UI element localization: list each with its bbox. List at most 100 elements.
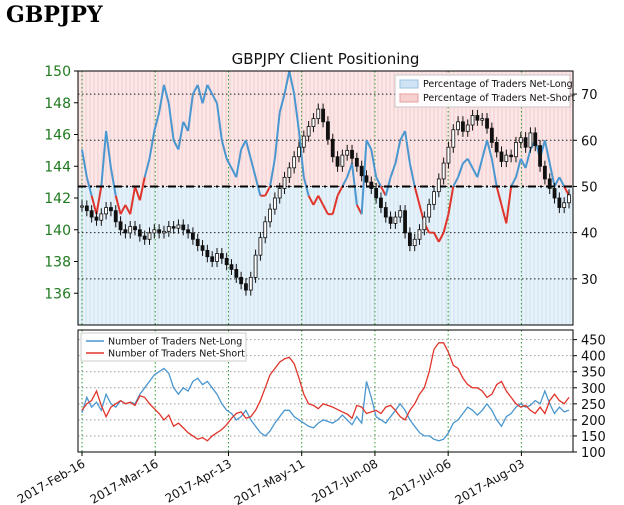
- price-tick-label: 146: [44, 128, 71, 144]
- candle-body: [244, 283, 248, 291]
- positioning-segment: [408, 163, 416, 187]
- candle-body: [301, 135, 306, 148]
- candle-body: [379, 197, 383, 208]
- positioning-segment: [413, 186, 421, 206]
- candle-body: [350, 149, 354, 159]
- candle-body: [272, 197, 277, 210]
- positioning-segment: [433, 232, 440, 243]
- candle-body: [557, 197, 562, 208]
- candle-body: [417, 229, 422, 240]
- positioning-legend: Percentage of Traders Net-Long Percentage…: [394, 74, 575, 108]
- positioning-segment: [312, 195, 320, 206]
- positioning-segment: [114, 195, 122, 215]
- candle-body: [123, 229, 128, 234]
- candle-body: [518, 137, 523, 143]
- positioning-segment: [143, 158, 151, 178]
- date-tick-label: 2017-Feb-16: [15, 456, 88, 505]
- count-tick-label: 450: [581, 334, 606, 349]
- positioning-segment: [138, 177, 146, 201]
- candle-body: [118, 221, 123, 231]
- candle-body: [562, 202, 567, 208]
- positioning-segment: [370, 149, 378, 178]
- count-tick-label: 350: [581, 366, 606, 381]
- price-tick-label: 142: [44, 191, 71, 207]
- positioning-segment: [283, 70, 291, 95]
- candle-body: [224, 257, 229, 266]
- candle-body: [191, 232, 195, 240]
- price-tick-label: 140: [44, 223, 71, 239]
- candle-body: [147, 232, 152, 240]
- date-tick-label: 2017-Jul-06: [386, 456, 453, 503]
- candle-body: [340, 154, 345, 167]
- candle-body: [166, 226, 171, 232]
- candle-body: [253, 254, 258, 278]
- candle-body: [200, 245, 205, 251]
- candle-body: [113, 210, 118, 223]
- positioning-segment: [148, 130, 156, 159]
- date-tick-label: 2017-Aug-03: [453, 456, 527, 505]
- candle-body: [210, 256, 215, 262]
- candle-body: [451, 129, 456, 148]
- candle-body: [485, 118, 489, 129]
- positioning-segment: [341, 176, 349, 187]
- positioning-segment: [167, 103, 175, 141]
- candle-body: [263, 221, 268, 239]
- candle-body: [383, 207, 388, 218]
- candle-body: [157, 229, 162, 234]
- candle-body: [542, 165, 547, 180]
- positioning-segment: [124, 204, 132, 215]
- date-tick-label: 2017-Apr-13: [163, 456, 234, 505]
- positioning-segment: [85, 176, 93, 196]
- positioning-segment: [322, 204, 329, 215]
- candle-body: [219, 253, 224, 259]
- count-tick-label: 150: [581, 430, 606, 445]
- date-tick-label: 2017-Jun-08: [309, 456, 380, 505]
- positioning-segment: [394, 140, 402, 164]
- candle-body: [137, 229, 142, 237]
- candle-body: [287, 167, 292, 178]
- legend-box: [80, 332, 247, 362]
- positioning-segment: [119, 204, 127, 215]
- candle-body: [407, 232, 412, 247]
- positioning-segment: [90, 195, 98, 215]
- positioning-segment: [269, 158, 276, 187]
- net-short-count-line: [81, 342, 570, 442]
- positioning-segment: [293, 93, 300, 132]
- positioning-segment: [505, 186, 513, 224]
- positioning-segment: [307, 195, 315, 206]
- positioning-segment: [490, 158, 498, 187]
- positioning-segment: [192, 84, 199, 95]
- positioning-segment: [220, 140, 228, 159]
- candle-body: [162, 230, 166, 234]
- positioning-segment: [404, 130, 411, 164]
- positioning-segment: [317, 195, 324, 206]
- count-tick-label: 300: [581, 382, 606, 397]
- candle-body: [104, 207, 109, 215]
- positioning-segment: [278, 93, 286, 113]
- candle-body: [326, 121, 330, 140]
- positioning-segment: [500, 204, 508, 224]
- percent-tick-label: 70: [581, 88, 598, 103]
- positioning-segment: [273, 112, 281, 159]
- legend-swatch-long: [399, 79, 419, 89]
- percent-tick-label: 60: [581, 134, 598, 149]
- positioning-segment: [105, 130, 112, 169]
- candle-body: [456, 121, 460, 131]
- positioning-segment: [288, 70, 296, 95]
- positioning-segment: [466, 158, 474, 169]
- price-tick-label: 150: [44, 64, 71, 80]
- candle-body: [533, 132, 538, 147]
- price-tick-label: 138: [44, 255, 71, 271]
- positioning-segment: [476, 158, 484, 178]
- candle-body: [480, 118, 485, 121]
- positioning-segment: [510, 176, 517, 187]
- candle-body: [374, 188, 379, 199]
- candle-body: [152, 229, 157, 234]
- positioning-segment: [486, 140, 493, 159]
- positioning-segment: [240, 139, 247, 150]
- positioning-segment: [331, 195, 339, 215]
- positioning-segment: [389, 163, 397, 178]
- price-tick-label: 148: [44, 96, 71, 112]
- count-tick-label: 200: [581, 414, 606, 429]
